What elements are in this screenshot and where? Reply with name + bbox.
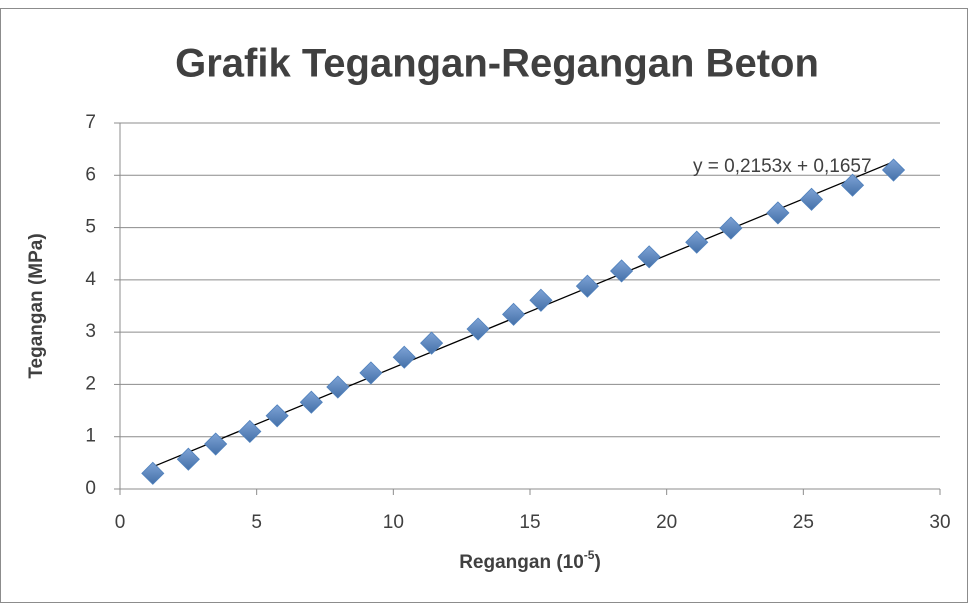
data-point <box>575 274 599 298</box>
x-tick-label: 25 <box>793 512 814 533</box>
data-point <box>502 302 526 326</box>
y-tick-label: 2 <box>85 373 96 394</box>
data-point <box>420 331 444 355</box>
x-label-after: ) <box>594 552 600 573</box>
y-tick-label: 7 <box>85 112 96 133</box>
y-tick-label: 5 <box>85 217 96 238</box>
data-point <box>176 447 200 471</box>
y-tick-label: 6 <box>85 164 96 185</box>
y-tick-label: 0 <box>85 478 96 499</box>
data-point <box>766 201 790 225</box>
data-point <box>529 288 553 312</box>
y-tick-label: 4 <box>85 269 96 290</box>
x-tick-label: 5 <box>251 512 262 533</box>
data-point <box>238 419 262 444</box>
trendline-label: y = 0,2153x + 0,1657 <box>693 156 872 177</box>
data-point <box>799 187 824 211</box>
y-tick-label: 1 <box>85 426 96 447</box>
x-tick-label: 15 <box>519 512 540 533</box>
data-point <box>141 461 165 485</box>
data-point <box>610 259 634 283</box>
data-point <box>881 158 906 182</box>
data-point <box>359 361 383 385</box>
data-point <box>392 345 416 369</box>
data-point <box>299 390 323 414</box>
data-point <box>326 375 350 399</box>
data-point <box>466 317 490 341</box>
x-tick-label: 30 <box>929 512 950 533</box>
y-axis-label: Tegangan (MPa) <box>26 233 47 378</box>
data-point <box>204 432 228 456</box>
chart-title: Grafik Tegangan-Regangan Beton <box>175 42 819 86</box>
data-point <box>637 245 661 269</box>
x-label-text: Regangan (10 <box>459 552 584 573</box>
y-tick-label: 3 <box>85 321 96 342</box>
x-tick-label: 20 <box>656 512 677 533</box>
x-label-sup: -5 <box>584 548 595 562</box>
x-tick-label: 0 <box>115 512 126 533</box>
x-axis-label: Regangan (10-5) <box>459 548 601 573</box>
data-point <box>719 216 743 240</box>
x-tick-label: 10 <box>383 512 404 533</box>
data-point <box>265 404 289 428</box>
data-point <box>840 173 865 197</box>
chart-border <box>0 8 968 603</box>
data-point <box>685 230 709 254</box>
